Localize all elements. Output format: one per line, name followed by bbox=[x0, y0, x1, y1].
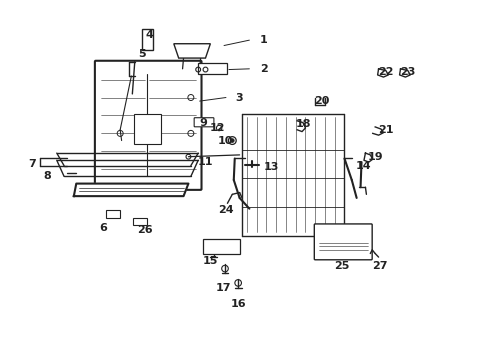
Text: 24: 24 bbox=[218, 206, 233, 216]
Text: 27: 27 bbox=[371, 261, 387, 271]
FancyBboxPatch shape bbox=[314, 224, 371, 260]
Text: 1: 1 bbox=[260, 35, 267, 45]
Text: 6: 6 bbox=[99, 224, 107, 233]
Text: 25: 25 bbox=[334, 261, 349, 271]
Text: 11: 11 bbox=[197, 157, 213, 167]
Text: 16: 16 bbox=[230, 299, 245, 309]
Text: 3: 3 bbox=[235, 93, 243, 103]
Text: 7: 7 bbox=[28, 159, 36, 169]
Text: 21: 21 bbox=[377, 125, 393, 135]
Text: 9: 9 bbox=[199, 118, 206, 128]
Polygon shape bbox=[399, 69, 409, 77]
Bar bbox=[105, 211, 120, 218]
Polygon shape bbox=[74, 184, 188, 196]
Text: 18: 18 bbox=[295, 120, 310, 129]
Text: 23: 23 bbox=[399, 67, 415, 77]
Text: 26: 26 bbox=[137, 225, 152, 235]
Circle shape bbox=[230, 139, 234, 142]
Text: 22: 22 bbox=[377, 67, 393, 77]
Polygon shape bbox=[377, 69, 387, 77]
Text: 12: 12 bbox=[209, 123, 225, 133]
Polygon shape bbox=[363, 153, 372, 162]
Text: 15: 15 bbox=[202, 256, 218, 266]
Text: 4: 4 bbox=[145, 30, 153, 40]
Bar bbox=[133, 218, 147, 225]
Text: 19: 19 bbox=[366, 152, 382, 162]
Polygon shape bbox=[173, 44, 210, 58]
Bar bbox=[198, 63, 227, 74]
Text: 5: 5 bbox=[138, 49, 145, 59]
Text: 13: 13 bbox=[263, 162, 279, 172]
Text: 10: 10 bbox=[217, 136, 232, 145]
Text: 14: 14 bbox=[355, 161, 371, 171]
Text: 20: 20 bbox=[313, 96, 328, 106]
Text: 2: 2 bbox=[260, 64, 267, 74]
Bar bbox=[142, 29, 153, 50]
Text: 17: 17 bbox=[215, 283, 231, 293]
FancyBboxPatch shape bbox=[95, 61, 201, 190]
FancyBboxPatch shape bbox=[194, 118, 213, 127]
Bar bbox=[134, 114, 160, 144]
Text: 8: 8 bbox=[43, 171, 51, 181]
Bar bbox=[203, 239, 239, 253]
